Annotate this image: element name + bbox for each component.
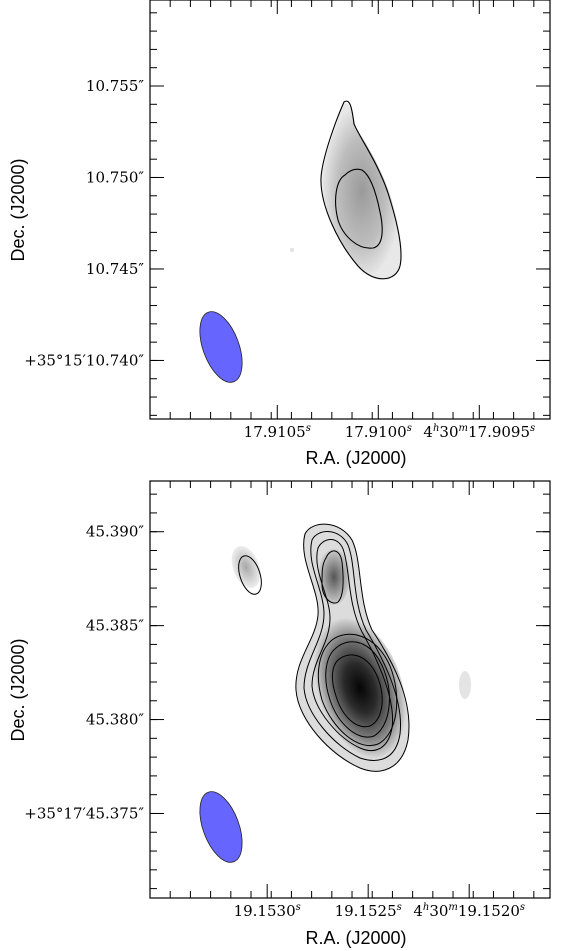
panel-2-companion-contour — [238, 555, 262, 595]
panel-1-frame — [149, 0, 551, 420]
y-tick-label: 45.390″ — [86, 523, 144, 541]
x-tick-label: 4h30m17.9095s — [423, 423, 535, 441]
panel-1-contour-1 — [320, 100, 402, 280]
panel-2-contour-1 — [295, 523, 410, 772]
x-tick-label: 19.1530s — [234, 902, 301, 920]
panel-2-source-companion — [231, 545, 262, 595]
panel-2-contour-5 — [325, 641, 390, 738]
x-tick-label: 17.9100s — [345, 423, 412, 441]
x-tick-label: 4h30m19.1520s — [413, 902, 525, 920]
panel-1-beam — [199, 311, 243, 383]
y-tick-label: 10.755″ — [86, 77, 144, 95]
panel-1: 17.9105s 17.9100s 4h30m17.9095s 10.755″ 10.7… — [24, 0, 551, 441]
y-tick-label: 45.385″ — [86, 617, 144, 635]
panel-2-ylabel: Dec. (J2000) — [8, 638, 28, 741]
panel-2-source-primary — [295, 523, 410, 772]
panel-2-contour-6 — [331, 654, 383, 728]
panel-2-beam — [199, 791, 243, 863]
panel-2-contour-4 — [321, 550, 344, 604]
panel-1-ylabel: Dec. (J2000) — [8, 158, 28, 261]
y-tick-label: +35°17′45.375″ — [24, 804, 144, 822]
panel-2-contour-2 — [303, 531, 402, 761]
panel-2-frame — [149, 480, 551, 899]
panel-1-contour-2 — [335, 168, 383, 249]
panel-1-xlabel: R.A. (J2000) — [305, 448, 406, 468]
panel-1-noise-speck — [290, 248, 294, 252]
panel-1-source-main — [320, 100, 402, 281]
y-tick-label: 10.745″ — [86, 260, 144, 278]
x-tick-label: 17.9105s — [244, 423, 311, 441]
panel-2-contour-7 — [317, 633, 398, 746]
y-tick-label: +35°15′10.740″ — [24, 351, 144, 369]
panel-2-contour-3 — [311, 539, 394, 751]
y-tick-label: 10.750″ — [86, 168, 144, 186]
y-tick-label: 45.380″ — [86, 711, 144, 729]
x-tick-label: 19.1525s — [335, 902, 402, 920]
panel-2-noise-speck — [459, 671, 471, 699]
panel-2-xlabel: R.A. (J2000) — [305, 928, 406, 948]
panel-2: 19.1530s 19.1525s 4h30m19.1520s 45.390″ 45.3… — [24, 480, 551, 920]
